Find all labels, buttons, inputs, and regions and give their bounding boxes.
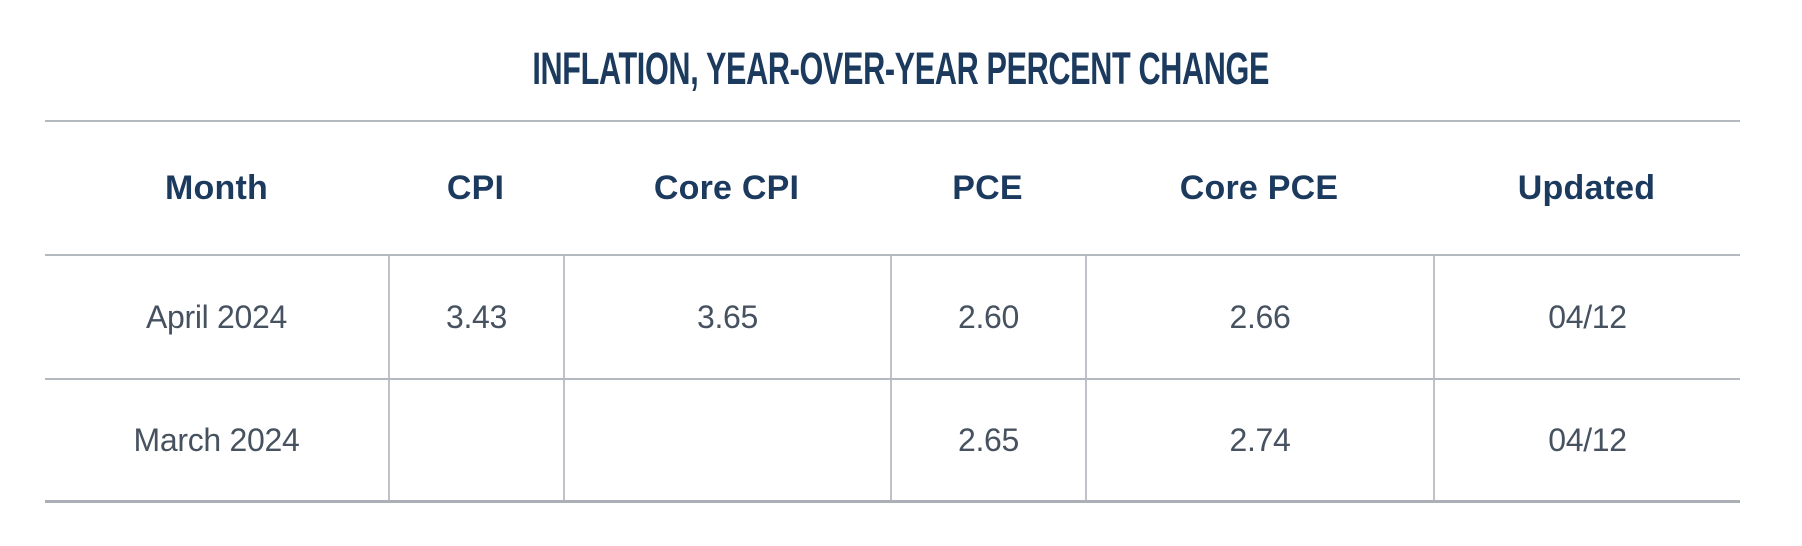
cell-core-cpi [563,380,890,500]
table-row-april-2024: April 2024 3.43 3.65 2.60 2.66 04/12 [45,256,1740,380]
cell-core-cpi: 3.65 [563,256,890,378]
cell-updated: 04/12 [1433,380,1740,500]
cell-updated: 04/12 [1433,256,1740,378]
cell-pce: 2.60 [890,256,1085,378]
cell-month: April 2024 [145,298,288,335]
page-title: INFLATION, YEAR-OVER-YEAR PERCENT CHANGE [532,43,1270,94]
title-container: INFLATION, YEAR-OVER-YEAR PERCENT CHANGE [0,43,1802,94]
column-header-core-pce: Core PCE [1179,168,1339,207]
cell-month: March 2024 [133,421,300,458]
column-header-pce: PCE [952,168,1023,207]
table-header-row: Month CPI Core CPI PCE Core PCE Updated [45,122,1740,256]
cell-cpi: 3.43 [388,256,563,378]
inflation-table: Month CPI Core CPI PCE Core PCE Updated … [45,120,1740,503]
cell-core-pce: 2.66 [1085,256,1433,378]
column-header-cpi: CPI [446,168,505,207]
column-header-updated: Updated [1517,168,1656,207]
cell-cpi [388,380,563,500]
table-row-march-2024: March 2024 2.65 2.74 04/12 [45,380,1740,503]
cell-pce: 2.65 [890,380,1085,500]
cell-core-pce: 2.74 [1085,380,1433,500]
column-header-month: Month [165,168,268,207]
column-header-core-cpi: Core CPI [653,168,800,207]
